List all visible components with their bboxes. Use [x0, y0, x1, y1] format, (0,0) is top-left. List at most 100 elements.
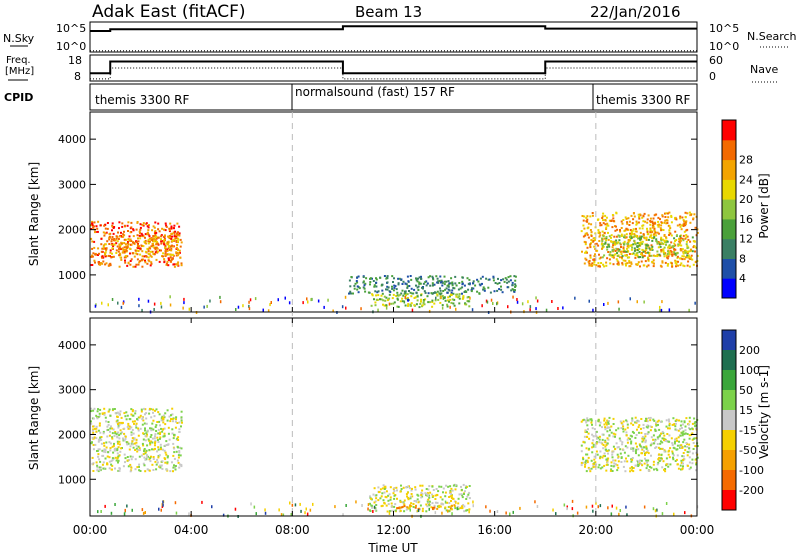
data-cell — [645, 244, 648, 247]
data-cell — [91, 462, 94, 465]
data-cell — [375, 294, 378, 297]
data-cell — [132, 241, 134, 244]
data-cell — [437, 281, 440, 284]
data-cell — [658, 223, 660, 226]
data-cell — [94, 443, 97, 446]
data-cell — [461, 286, 464, 289]
data-cell — [420, 494, 423, 496]
data-cell — [641, 216, 644, 219]
data-cell — [449, 491, 452, 494]
data-cell — [144, 427, 146, 430]
data-cell — [604, 219, 607, 222]
data-cell — [655, 467, 658, 470]
data-cell — [483, 287, 486, 290]
data-cell — [138, 447, 141, 450]
data-cell — [167, 264, 170, 267]
data-cell — [99, 460, 102, 463]
data-cell — [656, 223, 659, 226]
data-cell — [681, 446, 684, 449]
data-cell — [115, 235, 118, 238]
data-cell — [101, 247, 104, 250]
data-cell — [106, 435, 109, 438]
data-cell — [131, 409, 134, 412]
data-cell — [445, 280, 448, 283]
data-cell — [695, 260, 697, 263]
data-cell — [636, 300, 638, 304]
data-cell — [150, 455, 152, 458]
data-cell — [602, 263, 605, 266]
data-cell — [141, 250, 144, 253]
data-cell — [682, 430, 685, 433]
data-cell — [630, 422, 633, 425]
data-cell — [643, 264, 646, 267]
data-cell — [389, 291, 392, 293]
data-cell — [417, 501, 420, 504]
data-cell — [586, 461, 589, 464]
data-cell — [96, 227, 99, 230]
data-cell — [112, 444, 115, 447]
data-cell — [652, 463, 655, 466]
data-cell — [99, 224, 102, 227]
data-cell — [673, 245, 676, 248]
data-cell — [396, 305, 399, 308]
data-cell — [666, 212, 669, 215]
data-cell — [585, 505, 588, 509]
data-cell — [171, 257, 174, 260]
data-cell — [425, 488, 428, 490]
data-cell — [676, 234, 678, 237]
data-cell — [356, 276, 359, 279]
data-cell — [654, 509, 657, 513]
data-cell — [672, 454, 675, 457]
data-cell — [143, 456, 146, 459]
data-cell — [545, 308, 548, 312]
colorbar-cell — [722, 430, 736, 451]
data-cell — [144, 451, 147, 454]
data-cell — [147, 299, 150, 303]
data-cell — [158, 249, 161, 252]
data-cell — [588, 262, 591, 265]
data-cell — [153, 415, 156, 418]
data-cell — [97, 510, 99, 514]
data-cell — [639, 445, 642, 448]
data-cell — [677, 436, 680, 439]
data-cell — [615, 429, 618, 432]
data-cell — [420, 491, 423, 494]
data-cell — [122, 233, 125, 236]
data-cell — [625, 250, 628, 253]
data-cell — [441, 281, 444, 284]
data-cell — [608, 245, 611, 248]
data-cell — [611, 226, 614, 229]
data-cell — [485, 277, 488, 280]
data-cell — [695, 246, 698, 249]
data-cell — [593, 237, 596, 239]
data-cell — [514, 284, 517, 287]
data-cell — [388, 493, 391, 496]
data-cell — [108, 237, 111, 239]
data-cell — [649, 465, 651, 468]
data-cell — [451, 282, 454, 285]
data-cell — [119, 253, 122, 256]
data-cell — [626, 262, 629, 265]
data-cell — [248, 300, 250, 304]
data-cell — [90, 224, 92, 227]
data-cell — [454, 275, 457, 278]
data-cell — [117, 442, 119, 445]
data-cell — [598, 253, 600, 256]
data-cell — [164, 253, 167, 256]
data-cell — [124, 415, 127, 418]
data-cell — [607, 421, 610, 424]
data-cell — [386, 275, 389, 278]
data-cell — [619, 452, 622, 455]
data-cell — [371, 294, 374, 297]
data-cell — [387, 494, 390, 497]
data-cell — [442, 503, 445, 506]
data-cell — [648, 247, 651, 250]
data-cell — [696, 445, 699, 447]
data-cell — [622, 465, 625, 468]
data-cell — [426, 282, 429, 285]
data-cell — [141, 423, 144, 426]
data-cell — [159, 431, 162, 434]
data-cell — [634, 442, 637, 445]
data-cell — [652, 438, 655, 441]
data-cell — [167, 240, 170, 243]
